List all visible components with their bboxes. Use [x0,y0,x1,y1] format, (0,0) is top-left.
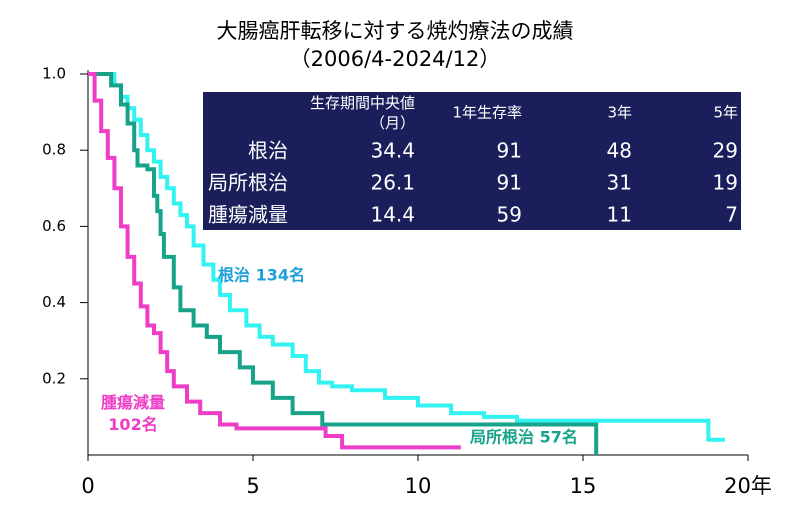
table-cell: 91 [497,139,522,163]
y-tick-label: 0.2 [42,369,66,387]
table-cell: 26.1 [370,171,415,195]
x-tick-label: 10 [405,474,432,498]
x-tick-label: 5 [246,474,259,498]
table-row-label: 局所根治 [208,171,288,195]
table-header: 5年 [713,104,738,122]
survival-curve [88,72,599,455]
table-header: 1年生存率 [452,104,522,122]
table-header-line: （月） [370,114,415,132]
table-header: 生存期間中央値 （月） [310,94,415,132]
table-cell: 91 [497,171,522,195]
table-cell: 48 [607,139,632,163]
table-header-line: 生存期間中央値 [310,94,415,112]
table-cell: 34.4 [370,139,415,163]
table-cell: 7 [725,203,738,227]
chart-title: 大腸癌肝転移に対する焼灼療法の成績 [217,19,574,43]
y-tick-label: 0.8 [42,141,66,159]
chart-subtitle: （2006/4-2024/12） [290,47,501,71]
table-cell: 29 [713,139,738,163]
survival-curve [88,72,725,442]
y-tick-label: 0.6 [42,217,66,235]
table-header: 3年 [607,104,632,122]
table-cell: 14.4 [370,203,415,227]
x-tick-label: 0 [81,474,94,498]
survival-curve [88,72,461,450]
y-tick-label: 0.4 [42,293,66,311]
x-tick-label: 15 [570,474,597,498]
table-cell: 19 [713,171,738,195]
series-label: 根治 134名 [218,266,305,285]
table-cell: 31 [607,171,632,195]
y-tick-label: 1.0 [42,65,66,83]
table-cell: 11 [607,203,632,227]
table-cell: 59 [497,203,522,227]
series-label-line: 102名 [108,415,157,434]
table-bg [203,92,741,230]
table-row-label: 腫瘍減量 [208,203,288,227]
series-label-line: 腫瘍減量 [101,393,165,412]
series-label: 腫瘍減量 102名 [101,393,165,434]
table-row-label: 根治 [248,139,288,163]
x-tick-label: 20年 [724,474,772,498]
series-label: 局所根治 57名 [470,428,578,447]
